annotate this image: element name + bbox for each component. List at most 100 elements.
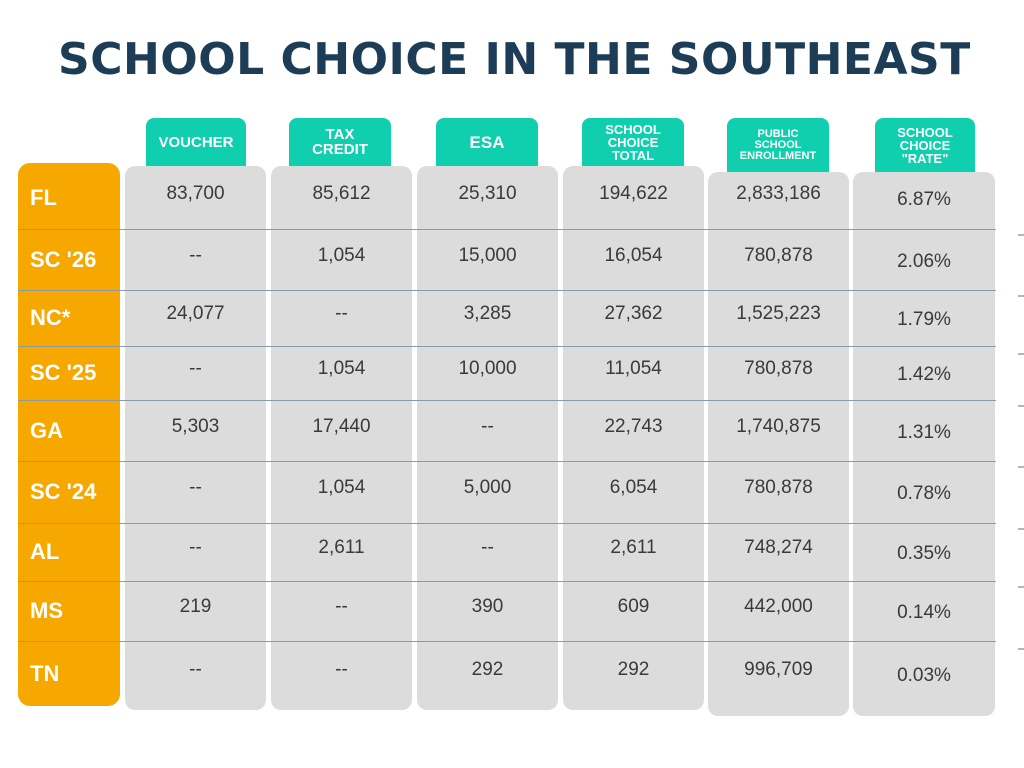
- cell-nc-voucher: 24,077: [166, 303, 225, 324]
- edge-mark: [1018, 295, 1024, 297]
- cell-tn-esa: 292: [471, 658, 504, 680]
- cell-ms-school-choice-rate: 0.14%: [897, 602, 951, 623]
- state-label-al: AL: [30, 539, 60, 564]
- cell-sc-24-tax-credit: 1,054: [317, 477, 366, 498]
- cell-fl-voucher: 83,700: [166, 182, 225, 204]
- cell-sc-24-voucher: --: [189, 477, 202, 498]
- column-header-line: CHOICE: [607, 134, 659, 150]
- cell-sc-26-school-choice-rate: 2.06%: [897, 250, 951, 272]
- column-header-tax-credit: TAX CREDIT: [289, 118, 391, 166]
- cell-ga-voucher: 5,303: [171, 415, 220, 437]
- cell-nc-school-choice-rate: 1.79%: [897, 309, 951, 330]
- column-header-line: TAX: [325, 126, 355, 143]
- cell-ga-school-choice-total: 22,743: [604, 415, 663, 437]
- cell-sc-25-school-choice-rate: 1.42%: [897, 364, 951, 385]
- column-header-school-choice-rate: SCHOOL CHOICE "RATE": [875, 118, 975, 172]
- cell-tn-school-choice-rate: 0.03%: [897, 664, 951, 686]
- cell-fl-school-choice-rate: 6.87%: [897, 188, 951, 210]
- column-header-voucher: VOUCHER: [146, 118, 246, 166]
- cell-ms-school-choice-total: 609: [617, 596, 650, 617]
- cell-ms-public-school-enrollment: 442,000: [744, 596, 813, 617]
- edge-mark: [1018, 353, 1024, 355]
- cell-al-esa: --: [481, 537, 494, 558]
- column-header-public-school-enrollment: PUBLIC SCHOOL ENROLLMENT: [727, 118, 829, 172]
- column-header-school-choice-total: SCHOOL CHOICE TOTAL: [582, 118, 684, 166]
- cell-sc-26-tax-credit: 1,054: [317, 244, 366, 266]
- column-header-line: "RATE": [901, 150, 949, 166]
- cell-ms-tax-credit: --: [335, 596, 348, 617]
- cell-al-school-choice-total: 2,611: [610, 537, 657, 558]
- column-background-school-choice-total: [563, 166, 704, 710]
- cell-tn-public-school-enrollment: 996,709: [744, 658, 813, 680]
- cell-ga-school-choice-rate: 1.31%: [897, 421, 951, 443]
- column-header-line: TOTAL: [611, 147, 655, 163]
- state-label-sc-25: SC '25: [30, 360, 97, 385]
- column-header-line: VOUCHER: [158, 133, 234, 151]
- column-header-line: SCHOOL: [897, 124, 953, 140]
- state-label-tn: TN: [30, 660, 60, 686]
- page-title: SCHOOL CHOICE IN THE SOUTHEAST: [58, 34, 971, 85]
- column-background-esa: [417, 166, 558, 710]
- row-separator: [18, 461, 996, 462]
- cell-sc-25-esa: 10,000: [458, 358, 517, 379]
- column-header-line: CREDIT: [312, 141, 368, 158]
- column-header-line: ESA: [469, 132, 505, 152]
- state-label-nc: NC*: [30, 305, 71, 330]
- cell-ga-tax-credit: 17,440: [312, 415, 371, 437]
- state-column: [18, 163, 120, 706]
- column-background-public-school-enrollment: [708, 172, 849, 716]
- cell-sc-24-school-choice-rate: 0.78%: [897, 483, 951, 504]
- edge-mark: [1018, 234, 1024, 236]
- state-label-sc-26: SC '26: [30, 246, 97, 272]
- column-header-line: PUBLIC: [757, 127, 799, 140]
- cell-al-tax-credit: 2,611: [318, 537, 365, 558]
- row-separator: [18, 523, 996, 524]
- cell-sc-25-school-choice-total: 11,054: [605, 358, 662, 379]
- state-label-ga: GA: [30, 417, 63, 443]
- cell-al-voucher: --: [189, 537, 202, 558]
- cell-fl-public-school-enrollment: 2,833,186: [736, 182, 821, 204]
- cell-sc-25-voucher: --: [189, 358, 202, 379]
- row-separator: [18, 581, 996, 582]
- cell-ms-esa: 390: [471, 596, 504, 617]
- cell-ga-esa: --: [481, 415, 494, 437]
- cell-al-school-choice-rate: 0.35%: [897, 543, 951, 564]
- state-label-fl: FL: [30, 184, 57, 210]
- cell-tn-tax-credit: --: [335, 658, 348, 680]
- cell-fl-school-choice-total: 194,622: [599, 182, 668, 204]
- column-header-line: CHOICE: [899, 137, 951, 153]
- cell-tn-school-choice-total: 292: [617, 658, 650, 680]
- edge-mark: [1018, 528, 1024, 530]
- cell-sc-26-public-school-enrollment: 780,878: [744, 244, 813, 266]
- cell-nc-esa: 3,285: [463, 303, 512, 324]
- cell-sc-26-school-choice-total: 16,054: [604, 244, 663, 266]
- cell-al-public-school-enrollment: 748,274: [744, 537, 813, 558]
- cell-tn-voucher: --: [189, 658, 202, 680]
- row-separator: [18, 641, 996, 642]
- column-header-line: SCHOOL: [754, 138, 802, 151]
- cell-ga-public-school-enrollment: 1,740,875: [736, 415, 821, 437]
- row-separator: [18, 290, 996, 291]
- cell-sc-24-school-choice-total: 6,054: [609, 477, 658, 498]
- edge-mark: [1018, 586, 1024, 588]
- row-separator: [18, 346, 996, 347]
- edge-mark: [1018, 648, 1024, 650]
- column-background-school-choice-rate: [853, 172, 995, 716]
- row-separator: [18, 229, 996, 230]
- cell-sc-25-public-school-enrollment: 780,878: [744, 358, 813, 379]
- cell-fl-esa: 25,310: [458, 182, 517, 204]
- cell-sc-25-tax-credit: 1,054: [317, 358, 366, 379]
- cell-sc-24-esa: 5,000: [463, 477, 512, 498]
- column-header-line: SCHOOL: [605, 121, 661, 137]
- state-label-sc-24: SC '24: [30, 479, 97, 504]
- cell-sc-24-public-school-enrollment: 780,878: [744, 477, 813, 498]
- column-header-esa: ESA: [436, 118, 538, 166]
- column-header-line: ENROLLMENT: [739, 149, 817, 162]
- cell-nc-public-school-enrollment: 1,525,223: [736, 303, 821, 324]
- column-background-voucher: [125, 166, 266, 710]
- edge-mark: [1018, 405, 1024, 407]
- cell-sc-26-esa: 15,000: [458, 244, 517, 266]
- cell-fl-tax-credit: 85,612: [312, 182, 371, 204]
- edge-mark: [1018, 466, 1024, 468]
- cell-nc-tax-credit: --: [335, 303, 348, 324]
